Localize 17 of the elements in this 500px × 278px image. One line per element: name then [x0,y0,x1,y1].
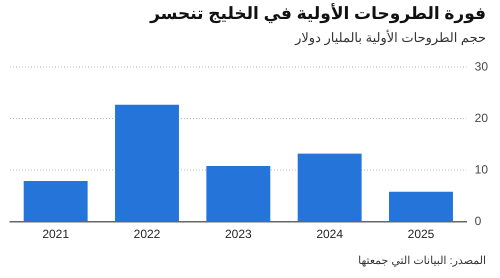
y-tick-label: 20 [474,110,488,125]
bar [389,192,453,222]
x-tick-label: 2023 [224,227,252,242]
text: المصدر: البيانات التي جمعتها [358,254,486,267]
bar [115,104,179,222]
x-tick-label: 2024 [316,227,344,242]
y-tick-label: 10 [474,162,488,176]
x-tick-label: 2022 [134,227,161,242]
x-tick-label: 2025 [408,227,435,242]
bar [24,180,88,222]
x-tick-label: 2021 [42,227,70,242]
bar [298,154,362,222]
y-tick-label: 30 [474,60,488,74]
chart-title: فورة الطروحات الأولية في الخليج تنحسر [150,4,486,24]
bar [206,166,270,222]
y-tick-label: 0 [474,214,482,228]
chart-subtitle: حجم الطروحات الأولية بالمليار دولار [295,30,486,46]
